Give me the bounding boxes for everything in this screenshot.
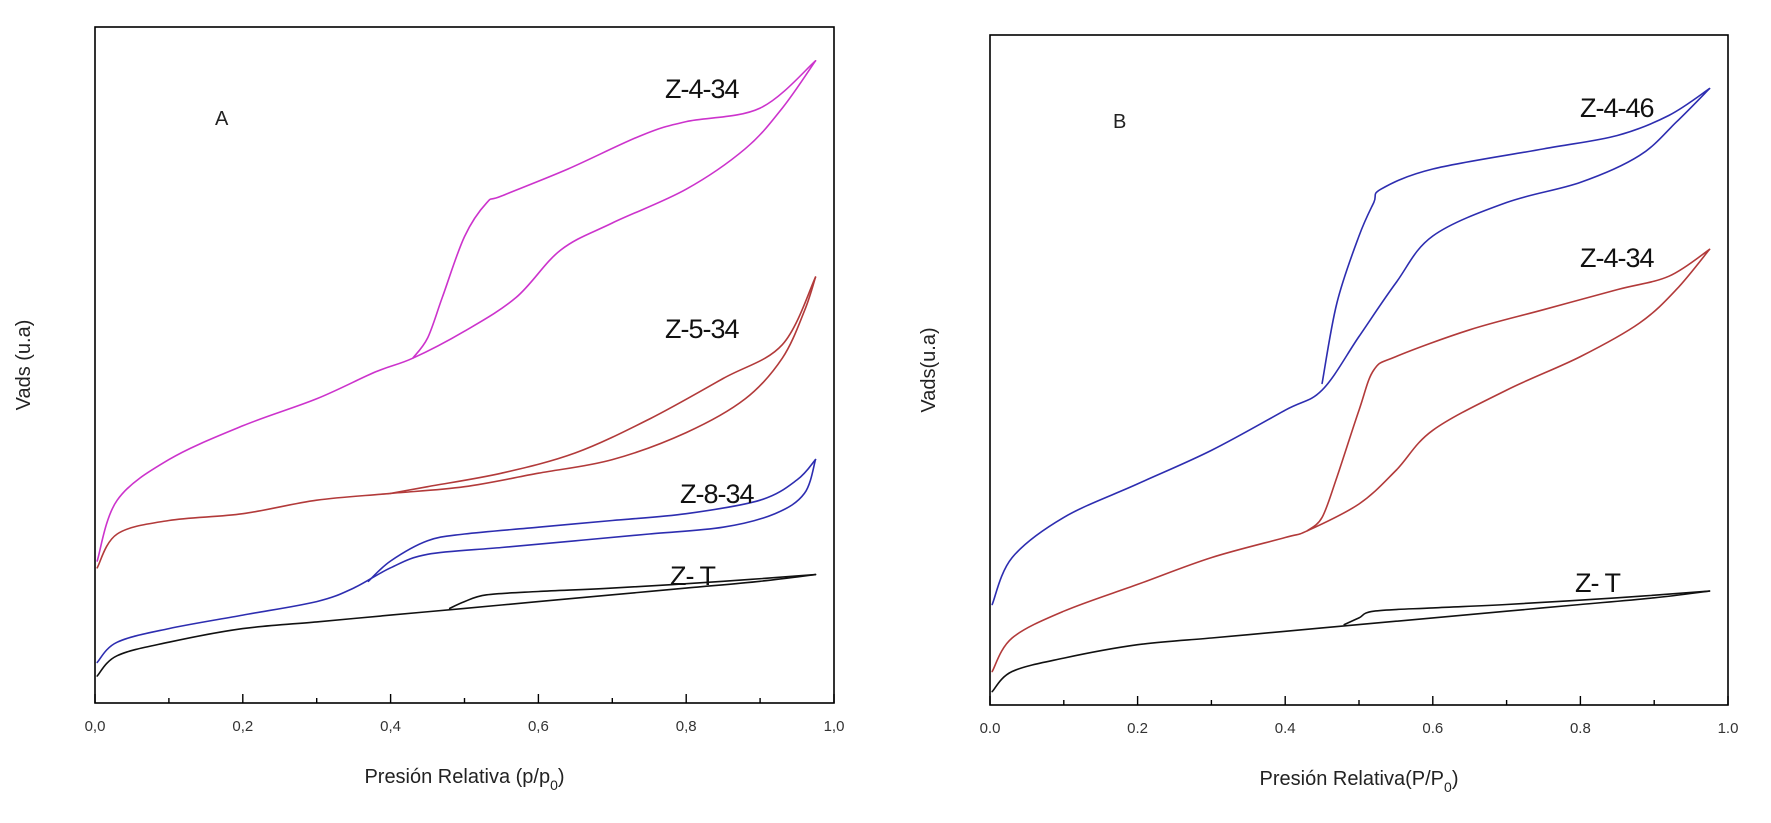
desorption-branch [1306, 248, 1711, 532]
y-axis-title: Vads (u.a) [13, 320, 35, 411]
desorption-branch [367, 458, 817, 583]
panel-B: 0.0 0.2 0.4 0.6 0.8 1.0 Presión Relativa(P/P0)… [918, 34, 1739, 795]
x-axis-title: Presión Relativa(P/P0) [1260, 768, 1459, 795]
series-label: Z-4-46 [1580, 93, 1654, 123]
x-axis-title: Presión Relativa (p/p0) [364, 766, 564, 793]
desorption-branch [412, 60, 817, 359]
adsorption-branch [991, 590, 1711, 693]
x-axis-title-subscript: 0 [550, 777, 558, 793]
x-axis-title-main: Presión Relativa (p/p [364, 766, 550, 788]
series-z-4-34: Z-4-34 [96, 60, 817, 562]
adsorption-branch [96, 573, 817, 677]
x-tick-label: 1,0 [824, 718, 845, 735]
x-tick-label: 0.2 [1127, 720, 1148, 737]
series-label: Z-5-34 [665, 314, 740, 344]
series-z-5-34: Z-5-34 [96, 276, 817, 569]
series-z-4-46: Z-4-46 [991, 87, 1711, 606]
panel-letter: A [215, 108, 229, 130]
x-tick-label: 0,8 [676, 718, 697, 735]
series-label: Z-4-34 [1580, 243, 1655, 273]
series-z-t: Z- T [96, 561, 817, 677]
desorption-branch [448, 573, 817, 610]
adsorption-branch [96, 60, 817, 562]
x-tick-label: 0.8 [1570, 720, 1591, 737]
desorption-branch [389, 276, 817, 495]
adsorption-branch [991, 87, 1711, 606]
panel-A: 0,0 0,2 0,4 0,6 0,8 1,0 Presión Relativa (p/p0… [13, 26, 845, 793]
series-z-8-34: Z-8-34 [96, 458, 817, 664]
y-axis-title: Vads(u.a) [918, 327, 940, 412]
x-tick-label: 1.0 [1718, 720, 1739, 737]
desorption-branch [1321, 87, 1711, 385]
adsorption-branch [96, 458, 817, 664]
series-label: Z- T [1575, 568, 1620, 598]
x-axis-title-close: ) [1452, 768, 1459, 790]
x-tick-label: 0.0 [980, 720, 1001, 737]
series-z-t: Z- T [991, 568, 1711, 693]
series-z-4-34: Z-4-34 [991, 243, 1711, 673]
series-label: Z-8-34 [680, 479, 755, 509]
series-label: Z- T [670, 561, 715, 591]
adsorption-branch [991, 248, 1711, 673]
x-tick-label: 0.4 [1275, 720, 1296, 737]
x-tick-label: 0.6 [1422, 720, 1443, 737]
x-axis-title-main: Presión Relativa(P/P [1260, 768, 1445, 790]
x-axis-title-close: ) [558, 766, 565, 788]
series-label: Z-4-34 [665, 74, 740, 104]
x-tick-label: 0,2 [232, 718, 253, 735]
desorption-branch [1343, 590, 1711, 626]
x-tick-label: 0,0 [85, 718, 106, 735]
x-tick-label: 0,4 [380, 718, 401, 735]
x-tick-label: 0,6 [528, 718, 549, 735]
adsorption-branch [96, 276, 817, 569]
x-axis-title-subscript: 0 [1444, 779, 1452, 795]
panel-letter: B [1113, 111, 1126, 133]
